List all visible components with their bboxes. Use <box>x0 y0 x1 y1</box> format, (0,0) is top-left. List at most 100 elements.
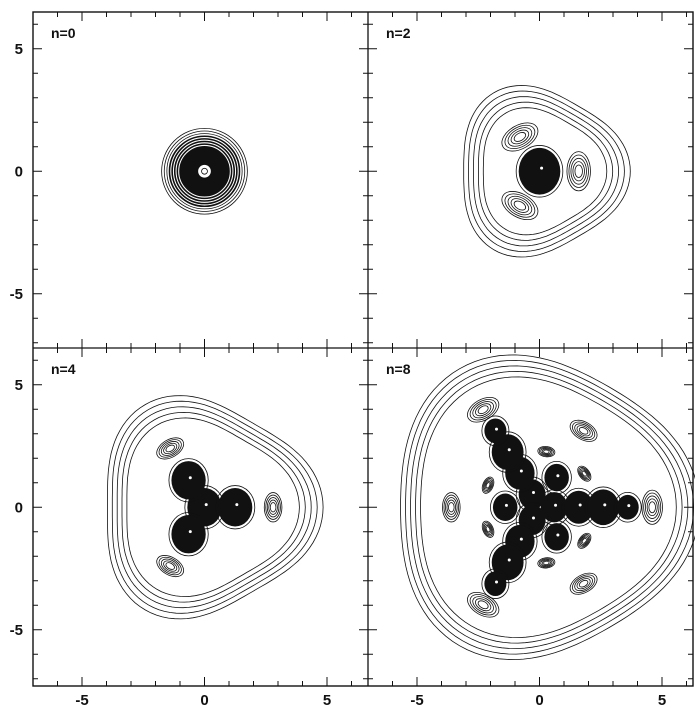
contour-lobe <box>645 495 660 519</box>
panel-n-8: -5 0 5 n=8 <box>367 348 695 708</box>
filled-lobe <box>491 544 524 581</box>
lobe-contour <box>490 490 521 524</box>
core-hole <box>197 163 212 179</box>
envelope-contour <box>116 406 312 609</box>
contour-lobe <box>472 401 494 419</box>
contour-lobe <box>266 497 280 518</box>
contour-lobe <box>513 200 527 211</box>
contour-lobe <box>566 151 591 192</box>
lobe-center <box>556 533 560 537</box>
envelope-contour <box>107 395 324 620</box>
contour-lobe <box>501 122 539 152</box>
contour-lobe <box>504 193 536 218</box>
contour-lobe <box>580 536 588 545</box>
envelope-contour <box>478 101 614 241</box>
lobe-contour <box>481 415 510 447</box>
envelope-contour <box>126 417 300 598</box>
contour-lobe <box>578 579 589 588</box>
plot-frame <box>32 11 694 687</box>
contour-ring <box>161 127 248 215</box>
lobe-contour <box>481 568 510 599</box>
filled-lobe <box>484 571 507 597</box>
contour-lobe <box>158 556 182 576</box>
filled-lobe <box>492 493 518 521</box>
contour-lobe <box>510 198 530 213</box>
contour-lobe <box>467 591 500 618</box>
contour-lobe <box>574 423 593 439</box>
lobe-contour <box>515 145 564 198</box>
y-tick-label: 5 <box>15 41 23 58</box>
x-tick-label: -5 <box>75 692 88 708</box>
contour-lobe <box>445 497 458 518</box>
y-tick-label: -5 <box>10 622 23 639</box>
envelope-contour <box>468 90 625 252</box>
contour-lobe <box>576 578 591 590</box>
x-tick-label: 5 <box>658 692 666 708</box>
filled-lobe <box>217 488 253 527</box>
contour-lobe <box>568 154 589 188</box>
lobe-center <box>504 503 508 507</box>
contour-lobe <box>467 396 500 423</box>
x-tick-label: 5 <box>323 692 331 708</box>
y-tick-label: -5 <box>10 286 23 303</box>
contour-lobe <box>540 447 553 456</box>
envelope-contour <box>473 96 619 247</box>
lobe-center <box>540 166 544 170</box>
contour-ring <box>176 143 233 200</box>
contour-lobe <box>163 560 178 572</box>
contour-lobe <box>580 469 588 478</box>
contour-lobe <box>477 600 489 610</box>
contour-lobe <box>160 441 180 456</box>
envelope-contour <box>410 365 689 650</box>
contour-ring <box>166 133 243 210</box>
lobe-contour <box>488 431 527 473</box>
envelope-contour <box>415 370 683 644</box>
lobe-center <box>188 530 192 534</box>
contour-lobe <box>646 498 658 517</box>
lobe-contour <box>541 520 572 554</box>
lobe-center <box>519 469 523 473</box>
panel-n-2: n=2 <box>367 12 693 348</box>
contour-lobe <box>537 446 556 458</box>
lobe-center <box>507 448 511 452</box>
contour-lobe <box>482 478 494 493</box>
contour-lobe <box>475 598 492 612</box>
filled-lobe <box>544 523 569 551</box>
contour-lobe <box>484 480 492 490</box>
y-tick-label: 5 <box>15 377 23 394</box>
contour-lobe <box>484 524 492 534</box>
contour-lobe <box>165 562 175 570</box>
contour-lobe <box>469 399 497 421</box>
lobe-contour <box>168 458 209 503</box>
contour-lobe <box>443 494 460 520</box>
envelope-contour <box>420 376 677 639</box>
envelope-contour <box>463 85 631 258</box>
contour-lobe <box>268 499 278 515</box>
contour-lobe <box>538 446 554 457</box>
contour-lobe <box>643 492 662 522</box>
lobe-center <box>188 476 192 480</box>
contour-ring <box>168 135 241 208</box>
contour-lobe <box>543 449 550 454</box>
envelope-contour <box>400 354 695 661</box>
y-tick-label: 0 <box>15 163 23 180</box>
lobe-contour <box>168 512 209 557</box>
contour-lobe <box>265 494 281 520</box>
contour-lobe <box>483 523 493 536</box>
contour-lobe <box>475 403 492 417</box>
lobe-center <box>519 537 523 541</box>
lobe-center <box>495 580 499 584</box>
contour-lobe <box>513 132 527 142</box>
contour-lobe <box>163 442 178 455</box>
contour-lobe <box>156 555 185 578</box>
lobe-center <box>556 474 560 478</box>
contour-lobe <box>442 492 461 523</box>
panel-label: n=8 <box>386 361 411 377</box>
contour-lobe <box>160 558 180 574</box>
contour-lobe <box>448 502 455 513</box>
filled-lobe <box>171 461 206 500</box>
contour-lobe <box>648 501 656 514</box>
contour-lobe <box>482 522 494 537</box>
x-tick-label: -5 <box>410 692 423 708</box>
